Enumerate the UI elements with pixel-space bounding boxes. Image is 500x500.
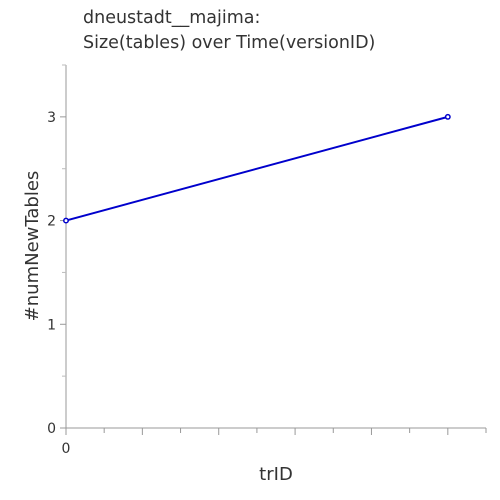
series-point-0-1 — [444, 113, 451, 120]
chart-title-line-1: dneustadt__majima: — [83, 8, 261, 28]
y-axis-label: #numNewTables — [22, 171, 43, 322]
series-point-0-0 — [63, 217, 69, 224]
x-tick-label-0: 0 — [62, 441, 71, 457]
chart-title-line-2: Size(tables) over Time(versionID) — [83, 33, 376, 53]
y-tick-label-3: 3 — [47, 110, 56, 126]
x-axis-label: trID — [259, 464, 293, 485]
y-tick-label-2: 2 — [47, 214, 56, 230]
y-tick-label-0: 0 — [47, 421, 56, 437]
chart-title: dneustadt__majima: Size(tables) over Tim… — [83, 6, 375, 56]
series-line-0 — [65, 115, 449, 222]
y-tick-label-1: 1 — [47, 317, 56, 333]
